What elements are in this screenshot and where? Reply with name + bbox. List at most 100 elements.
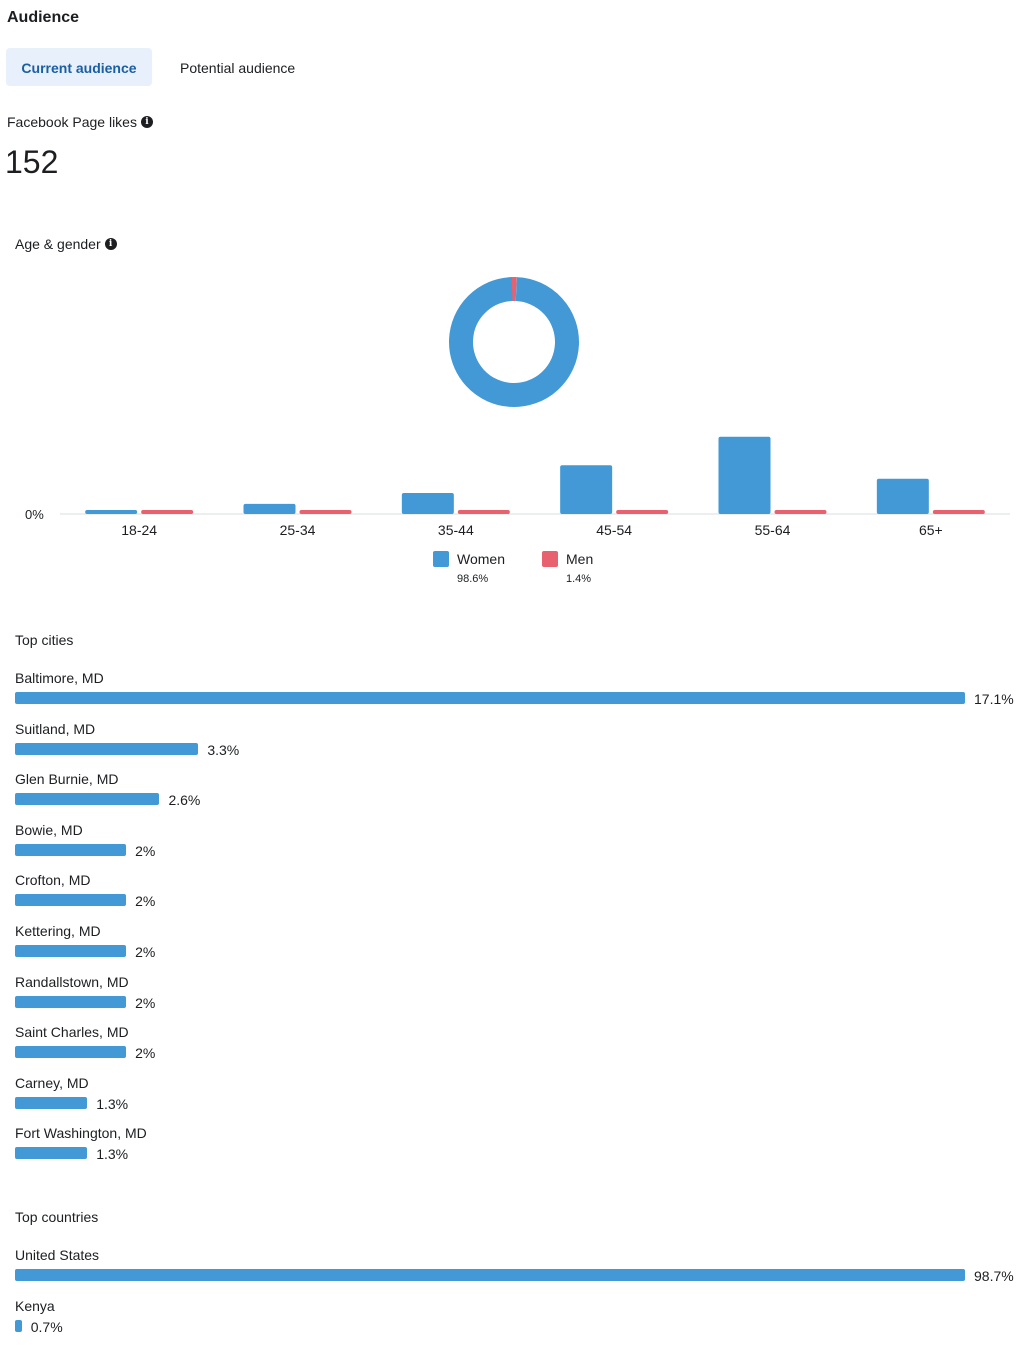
city-name: Suitland, MD (15, 720, 96, 737)
info-icon[interactable]: i (140, 116, 153, 128)
legend-pct-women: 98.6% (457, 573, 489, 585)
city-name: Crofton, MD (15, 872, 91, 889)
city-bar-track (15, 894, 127, 907)
city-name: Bowie, MD (15, 821, 83, 838)
city-bar (15, 843, 127, 856)
page-title: Audience (7, 9, 80, 26)
city-percent: 2% (135, 944, 156, 960)
city-bar (15, 742, 199, 755)
city-bar-track (15, 742, 199, 755)
country-row: Kenya 0.7% (15, 1298, 1015, 1348)
city-row: Suitland, MD 3.3% (15, 721, 1015, 771)
chart-legend: Women 98.6% Men 1.4% (0, 550, 1017, 590)
city-bar-track (15, 793, 160, 806)
legend-label-men: Men (566, 551, 594, 567)
x-tick-label: 55-64 (755, 522, 791, 538)
city-bar-track (15, 1046, 127, 1059)
city-row: Kettering, MD 2% (15, 923, 1015, 973)
country-row: United States 98.7% (15, 1247, 1015, 1297)
x-tick-label: 65+ (919, 522, 943, 538)
bar-women-25-34 (243, 503, 296, 514)
city-row: Randallstown, MD 2% (15, 974, 1015, 1024)
city-row: Bowie, MD 2% (15, 822, 1015, 872)
city-percent: 2% (135, 893, 156, 910)
city-bar (15, 793, 160, 806)
city-bar (15, 995, 127, 1008)
bar-men-45-54 (616, 510, 669, 514)
city-name: Fort Washington, MD (15, 1125, 147, 1142)
bar-women-65+ (876, 478, 929, 514)
x-tick-label: 45-54 (596, 522, 632, 538)
bar-women-55-64 (718, 436, 771, 514)
country-bar-track (15, 1320, 22, 1332)
city-percent: 1.3% (96, 1146, 129, 1163)
country-bar (15, 1269, 965, 1281)
bar-men-35-44 (457, 510, 510, 514)
bar-men-25-34 (299, 510, 352, 514)
city-bar-track (15, 1147, 88, 1160)
city-bar-track (15, 692, 965, 704)
city-name: Glen Burnie, MD (15, 771, 119, 788)
page-likes-label: Facebook Page likes i (7, 114, 153, 130)
city-row: Baltimore, MD 17.1% (15, 670, 1015, 720)
tab-current-audience[interactable]: Current audience (6, 48, 152, 86)
legend-swatch-men (542, 551, 558, 567)
legend-label-women: Women (457, 551, 505, 567)
city-row: Carney, MD 1.3% (15, 1075, 1015, 1125)
city-name: Baltimore, MD (15, 670, 104, 686)
country-name: United States (15, 1247, 100, 1263)
age-gender-chart: 0% 18-24 25-34 35-44 45-54 55-64 65+ (25, 277, 1010, 538)
city-row: Fort Washington, MD 1.3% (15, 1125, 1015, 1175)
top-cities-label: Top cities (15, 632, 74, 648)
city-name: Kettering, MD (15, 923, 101, 939)
y-tick-label: 0% (25, 507, 44, 522)
city-bar (15, 1046, 127, 1059)
country-percent: 0.7% (30, 1319, 63, 1335)
bar-women-18-24 (85, 510, 138, 514)
city-bar (15, 692, 965, 704)
donut-slice-women (449, 277, 579, 407)
x-tick-label: 18-24 (121, 522, 157, 538)
city-bar-track (15, 995, 127, 1008)
city-percent: 2% (135, 994, 156, 1011)
city-bar (15, 1147, 88, 1160)
x-tick-label: 25-34 (280, 522, 316, 538)
top-countries-label: Top countries (15, 1209, 99, 1225)
info-icon[interactable]: i (104, 238, 117, 250)
page-likes-count: 152 (5, 144, 59, 180)
bar-men-55-64 (774, 510, 827, 514)
city-bar-track (15, 843, 127, 856)
bar-men-65+ (932, 510, 985, 514)
city-percent: 2% (135, 842, 156, 859)
city-bar (15, 945, 127, 957)
legend-pct-men: 1.4% (566, 573, 592, 585)
city-bar-track (15, 1096, 88, 1109)
city-name: Saint Charles, MD (15, 1024, 129, 1041)
bar-men-18-24 (141, 510, 194, 514)
legend-swatch-women (433, 551, 449, 567)
city-percent: 1.3% (96, 1095, 129, 1112)
tab-potential-audience[interactable]: Potential audience (180, 60, 296, 76)
country-percent: 98.7% (974, 1268, 1014, 1284)
city-name: Randallstown, MD (15, 973, 129, 990)
age-gender-label: Age & gender i (15, 236, 117, 252)
city-name: Carney, MD (15, 1074, 89, 1091)
bar-women-45-54 (560, 465, 613, 514)
city-percent: 2.6% (168, 792, 201, 809)
city-row: Glen Burnie, MD 2.6% (15, 771, 1015, 821)
city-bar (15, 1096, 88, 1109)
country-name: Kenya (15, 1298, 55, 1314)
x-tick-label: 35-44 (438, 522, 474, 538)
city-percent: 17.1% (974, 691, 1014, 707)
age-gender-label-text: Age & gender (15, 236, 101, 252)
city-percent: 2% (135, 1045, 156, 1062)
bar-women-35-44 (401, 493, 454, 514)
city-bar-track (15, 945, 127, 957)
page-likes-label-text: Facebook Page likes (7, 114, 137, 130)
country-bar (15, 1320, 22, 1332)
city-bar (15, 894, 127, 907)
city-row: Saint Charles, MD 2% (15, 1024, 1015, 1074)
city-percent: 3.3% (207, 741, 240, 758)
city-row: Crofton, MD 2% (15, 872, 1015, 922)
country-bar-track (15, 1269, 965, 1281)
